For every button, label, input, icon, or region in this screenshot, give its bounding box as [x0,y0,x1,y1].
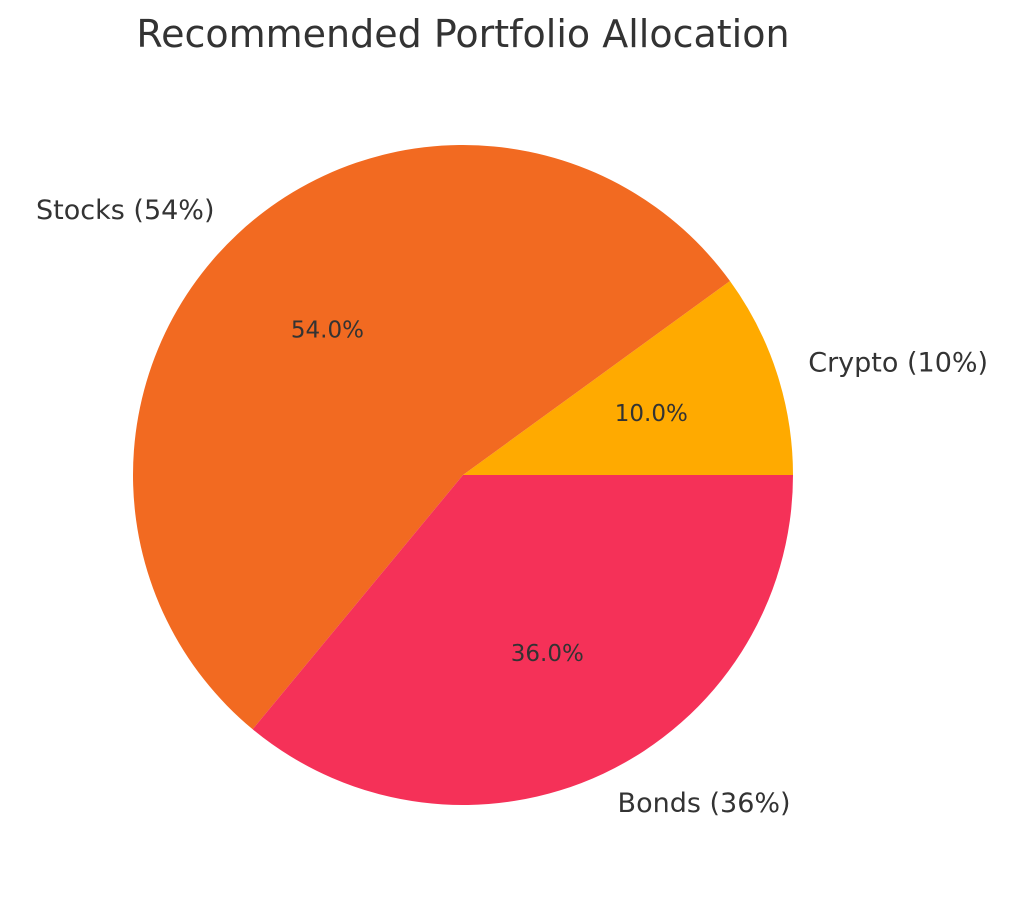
slice-percent-labels: 10.0% 54.0% 36.0% [291,318,688,667]
pie-slices [132,144,793,805]
slice-labels: Crypto (10%) Stocks (54%) Bonds (36%) [36,195,988,819]
pie-slice-bonds [252,475,793,805]
slice-label-bonds: Bonds (36%) [618,788,791,819]
pie-slice-stocks [132,144,730,730]
slice-label-crypto: Crypto (10%) [808,347,988,378]
pie-slice-crypto [463,281,793,475]
slice-percent-stocks: 54.0% [291,318,364,344]
slice-label-stocks: Stocks (54%) [36,195,214,226]
chart-title: Recommended Portfolio Allocation [136,12,789,56]
slice-percent-bonds: 36.0% [511,641,584,667]
slice-percent-crypto: 10.0% [615,401,688,427]
